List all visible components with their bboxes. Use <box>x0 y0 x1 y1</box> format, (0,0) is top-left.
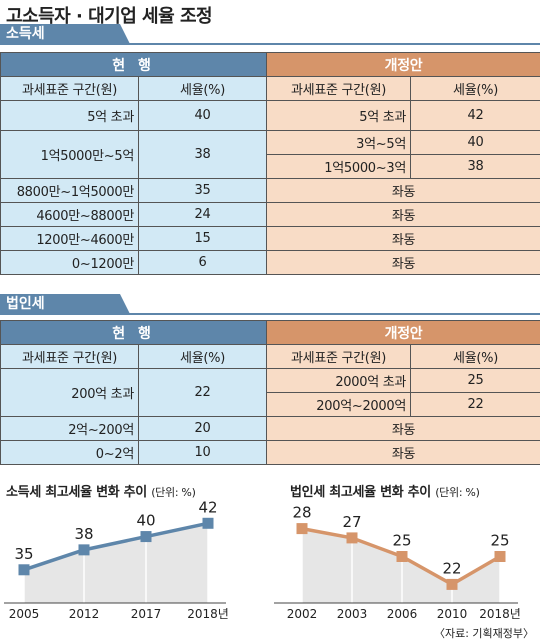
data-label: 25 <box>392 532 411 550</box>
series-line <box>23 521 209 572</box>
data-point <box>494 551 506 562</box>
corp-tax-table: 현 행 개정안 과세표준 구간(원) 세율(%) 과세표준 구간(원) 세율(%… <box>0 320 540 465</box>
data-label: 35 <box>14 545 33 563</box>
table-cell: 22 <box>410 392 540 417</box>
table-cell: 20 <box>137 416 268 441</box>
table-cell: 24 <box>137 202 268 227</box>
data-point <box>78 544 90 556</box>
income-tax-line-chart: 35 2005 38 2012 40 2017 42 2018년 <box>4 500 229 621</box>
table-cell: 200억~2000억 <box>266 392 412 417</box>
table-cell: 40 <box>137 100 268 131</box>
table-cell: 200억 초과 <box>0 368 139 417</box>
table-cell: 5억 초과 <box>266 100 412 131</box>
data-point <box>202 517 214 529</box>
corp-tax-tab: 법인세 <box>0 294 130 314</box>
corp-col-rate-proposed: 세율(%) <box>410 344 540 369</box>
data-label: 40 <box>136 512 155 530</box>
table-cell: 좌동 <box>266 250 540 275</box>
table-cell: 좌동 <box>266 178 540 203</box>
income-tax-table: 현 행 개정안 과세표준 구간(원) 세율(%) 과세표준 구간(원) 세율(%… <box>0 52 540 275</box>
table-cell: 2억~200억 <box>0 416 139 441</box>
x-tick-label: 2002 <box>287 607 318 621</box>
x-tick-label: 2005 <box>9 607 40 621</box>
table-cell: 0~1200만 <box>0 250 139 275</box>
corp-header-proposed: 개정안 <box>266 320 540 345</box>
table-cell: 0~2억 <box>0 440 139 465</box>
table-cell: 4600만~8800만 <box>0 202 139 227</box>
x-tick-label: 2006 <box>387 607 418 621</box>
x-tick-label: 2018년 <box>479 607 521 621</box>
x-tick-label: 2010 <box>437 607 468 621</box>
x-tick-label: 2018년 <box>187 607 229 621</box>
table-cell: 좌동 <box>266 440 540 465</box>
x-tick-label: 2017 <box>131 607 162 621</box>
table-cell: 10 <box>137 440 268 465</box>
table-cell: 좌동 <box>266 202 540 227</box>
table-cell: 15 <box>137 226 268 251</box>
income-header-current: 현 행 <box>0 52 268 77</box>
corp-chart-unit: (단위: %) <box>435 486 480 499</box>
data-point <box>446 578 458 590</box>
table-cell: 1억5000~3억 <box>266 154 412 179</box>
area-fill <box>24 523 208 603</box>
data-point <box>296 523 308 535</box>
data-label: 25 <box>490 532 509 550</box>
data-label: 27 <box>342 513 361 531</box>
data-point <box>18 564 30 576</box>
income-col-rate-proposed: 세율(%) <box>410 76 540 101</box>
table-cell: 3억~5억 <box>266 130 412 155</box>
income-col-rate-current: 세율(%) <box>137 76 268 101</box>
table-cell: 1200만~4600만 <box>0 226 139 251</box>
table-cell: 25 <box>410 368 540 393</box>
data-point <box>396 551 408 562</box>
data-label: 28 <box>292 504 311 522</box>
corp-header-current: 현 행 <box>0 320 268 345</box>
data-point <box>140 531 152 543</box>
corp-col-bracket-proposed: 과세표준 구간(원) <box>266 344 412 369</box>
x-tick-label: 2003 <box>337 607 368 621</box>
income-tax-divider <box>0 43 540 45</box>
x-tick-label: 2012 <box>69 607 100 621</box>
data-label: 38 <box>74 525 93 543</box>
corp-chart-title-text: 법인세 최고세율 변화 추이 <box>290 485 431 500</box>
income-tax-tab: 소득세 <box>0 24 130 44</box>
table-cell: 좌동 <box>266 416 540 441</box>
income-chart-title: 소득세 최고세율 변화 추이 (단위: %) <box>6 481 196 500</box>
table-cell: 6 <box>137 250 268 275</box>
table-cell: 38 <box>410 154 540 179</box>
table-cell: 42 <box>410 100 540 131</box>
corp-chart-title: 법인세 최고세율 변화 추이 (단위: %) <box>290 481 480 500</box>
page-title: 고소득자 · 대기업 세율 조정 <box>6 6 213 27</box>
corp-tax-line-chart: 28 2002 27 2003 25 2006 22 2010 25 2018년 <box>274 504 521 621</box>
table-cell: 38 <box>137 130 268 179</box>
corp-col-rate-current: 세율(%) <box>137 344 268 369</box>
income-header-proposed: 개정안 <box>266 52 540 77</box>
data-point <box>346 532 358 544</box>
table-cell: 2000억 초과 <box>266 368 412 393</box>
corp-tax-divider <box>0 313 540 315</box>
table-cell: 40 <box>410 130 540 155</box>
income-chart-title-text: 소득세 최고세율 변화 추이 <box>6 485 147 500</box>
source-note: 〈자료: 기획재정부〉 <box>433 627 534 640</box>
table-cell: 22 <box>137 368 268 417</box>
corp-col-bracket-current: 과세표준 구간(원) <box>0 344 139 369</box>
table-cell: 좌동 <box>266 226 540 251</box>
table-cell: 8800만~1억5000만 <box>0 178 139 203</box>
data-label: 42 <box>198 500 217 516</box>
table-cell: 5억 초과 <box>0 100 139 131</box>
income-chart-unit: (단위: %) <box>151 486 196 499</box>
table-cell: 35 <box>137 178 268 203</box>
income-col-bracket-current: 과세표준 구간(원) <box>0 76 139 101</box>
data-label: 22 <box>442 559 461 577</box>
income-col-bracket-proposed: 과세표준 구간(원) <box>266 76 412 101</box>
table-cell: 1억5000만~5억 <box>0 130 139 179</box>
